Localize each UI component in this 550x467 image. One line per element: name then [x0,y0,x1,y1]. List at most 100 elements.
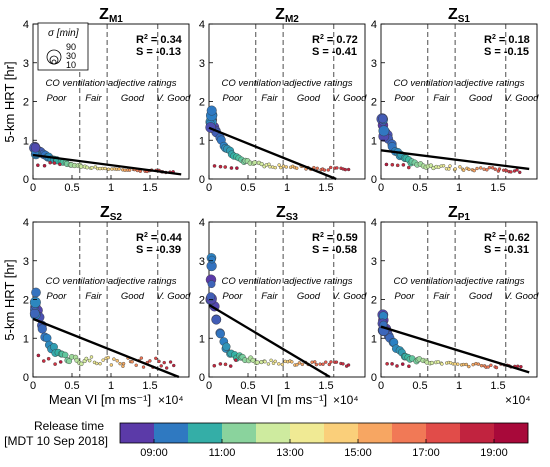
rating-vgood: V. Good [156,291,191,302]
data-point [218,164,223,169]
data-point [334,360,339,364]
data-point [228,364,233,368]
r2-stat: R2 = 0.44 [136,232,183,244]
y-axis-label-bottom: 5-km HRT [hr] [2,259,17,340]
r2-value: = 0.62 [496,232,530,244]
y-tick-label: 3 [199,58,205,70]
r2-superscript: 2 [320,232,324,239]
rating-poor: Poor [222,291,243,302]
data-point [297,361,302,365]
data-point [66,358,73,365]
data-point [87,358,92,363]
data-point [58,360,63,364]
data-point [273,165,277,170]
panel-title: ZM2 [275,6,299,25]
data-point [154,356,158,361]
colorbar-frame [119,422,529,444]
data-point [486,365,490,369]
y-tick-label: 2 [371,295,377,307]
y-tick-label: 1 [23,135,29,147]
data-point [295,363,299,367]
data-point [266,362,271,366]
data-point [90,166,94,170]
rating-fair: Fair [85,291,102,302]
data-point [206,105,217,116]
data-point [206,292,216,302]
data-point [516,364,520,368]
r2-stat: R2 = 0.18 [484,34,530,46]
data-point [346,363,351,367]
x-tick-label: 0 [378,182,384,194]
data-point [456,362,460,366]
data-point [79,361,84,367]
x-tick-label: 1.5 [490,182,505,194]
data-point [109,363,114,367]
data-point [148,359,152,363]
data-point [103,166,107,171]
colorbar-cell [120,423,155,443]
rating-good: Good [297,93,321,104]
r2-value: = 0.34 [148,34,183,46]
colorbar-cell [222,423,257,443]
y-tick-label: 1 [199,135,205,147]
data-point [279,165,283,170]
rating-fair: Fair [433,93,450,104]
data-point [322,168,327,172]
data-point [52,161,57,165]
data-point [390,362,394,366]
data-point [29,308,40,319]
colorbar-label-line1: Release time [34,419,104,433]
data-point [441,164,446,168]
data-point [281,164,286,168]
y-tick-label: 4 [371,217,377,229]
y-tick-label: 2 [199,97,205,109]
y-tick-label: 4 [371,19,377,31]
x-tick-label: 0 [206,380,212,392]
data-point [515,168,519,172]
panel-s3: CO ventilation adjective ratings Poor Fair… [199,204,367,392]
rating-poor: Poor [222,93,243,104]
x-tick-label: 0.5 [64,380,79,392]
r2-superscript: 2 [144,232,148,239]
fit-line [32,153,182,176]
data-point [482,167,486,171]
data-point [467,167,471,172]
ventilation-title: CO ventilation adjective ratings [46,276,177,287]
y-tick-label: 1 [371,135,377,147]
data-point [490,166,495,170]
fit-line [380,325,530,374]
colorbar-cell [426,423,461,443]
data-point [343,167,348,172]
data-point [30,143,41,153]
rating-poor: Poor [394,93,415,104]
rating-good: Good [121,93,145,104]
colorbar-ticks: 09:00 11:00 13:00 15:00 17:00 19:00 [140,439,508,459]
panels: CO ventilation adjective ratings Poor Fair… [23,6,539,392]
data-point [290,360,294,364]
data-point [134,363,138,367]
panel-title-subscript: M1 [109,14,123,25]
x-tick-label: 0 [30,380,36,392]
x-exponent-left: ×10⁴ [158,393,184,407]
scatter-points [205,253,351,368]
data-point [78,164,84,169]
panel-frame [380,221,538,378]
y-tick-label: 3 [199,256,205,268]
data-point [315,166,319,171]
data-point [85,165,89,170]
data-point [157,359,161,364]
y-tick-label: 2 [23,295,29,307]
panel-title-subscript: S3 [286,212,299,223]
s-stat: S = -0.41 [312,46,357,58]
y-tick-label: 0 [199,372,205,384]
x-tick-label: 1 [456,380,462,392]
colorbar-cell [154,423,189,443]
data-point [395,364,399,368]
data-point [127,168,132,172]
data-point [139,356,144,360]
data-point [207,280,216,289]
x-tick-label: 0.5 [412,380,427,392]
panel-title: ZS2 [100,204,122,223]
data-point [98,361,102,366]
x-tick-label: 1 [284,182,290,194]
